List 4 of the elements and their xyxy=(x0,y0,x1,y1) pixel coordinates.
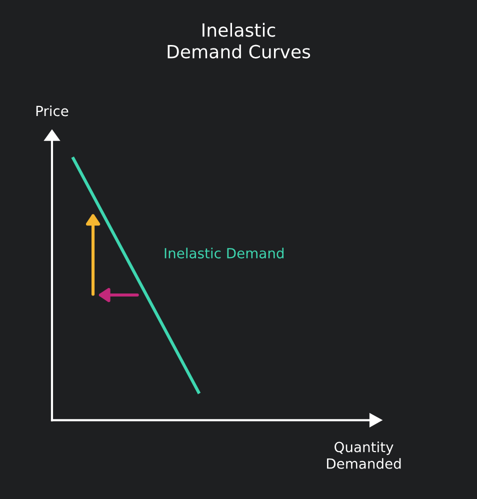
chart-title: Inelastic Demand Curves xyxy=(168,22,310,58)
y-axis-title: Price xyxy=(36,106,68,116)
x-axis-title: Quantity Demanded xyxy=(327,442,401,469)
text: Inelastic Demand xyxy=(164,248,284,258)
